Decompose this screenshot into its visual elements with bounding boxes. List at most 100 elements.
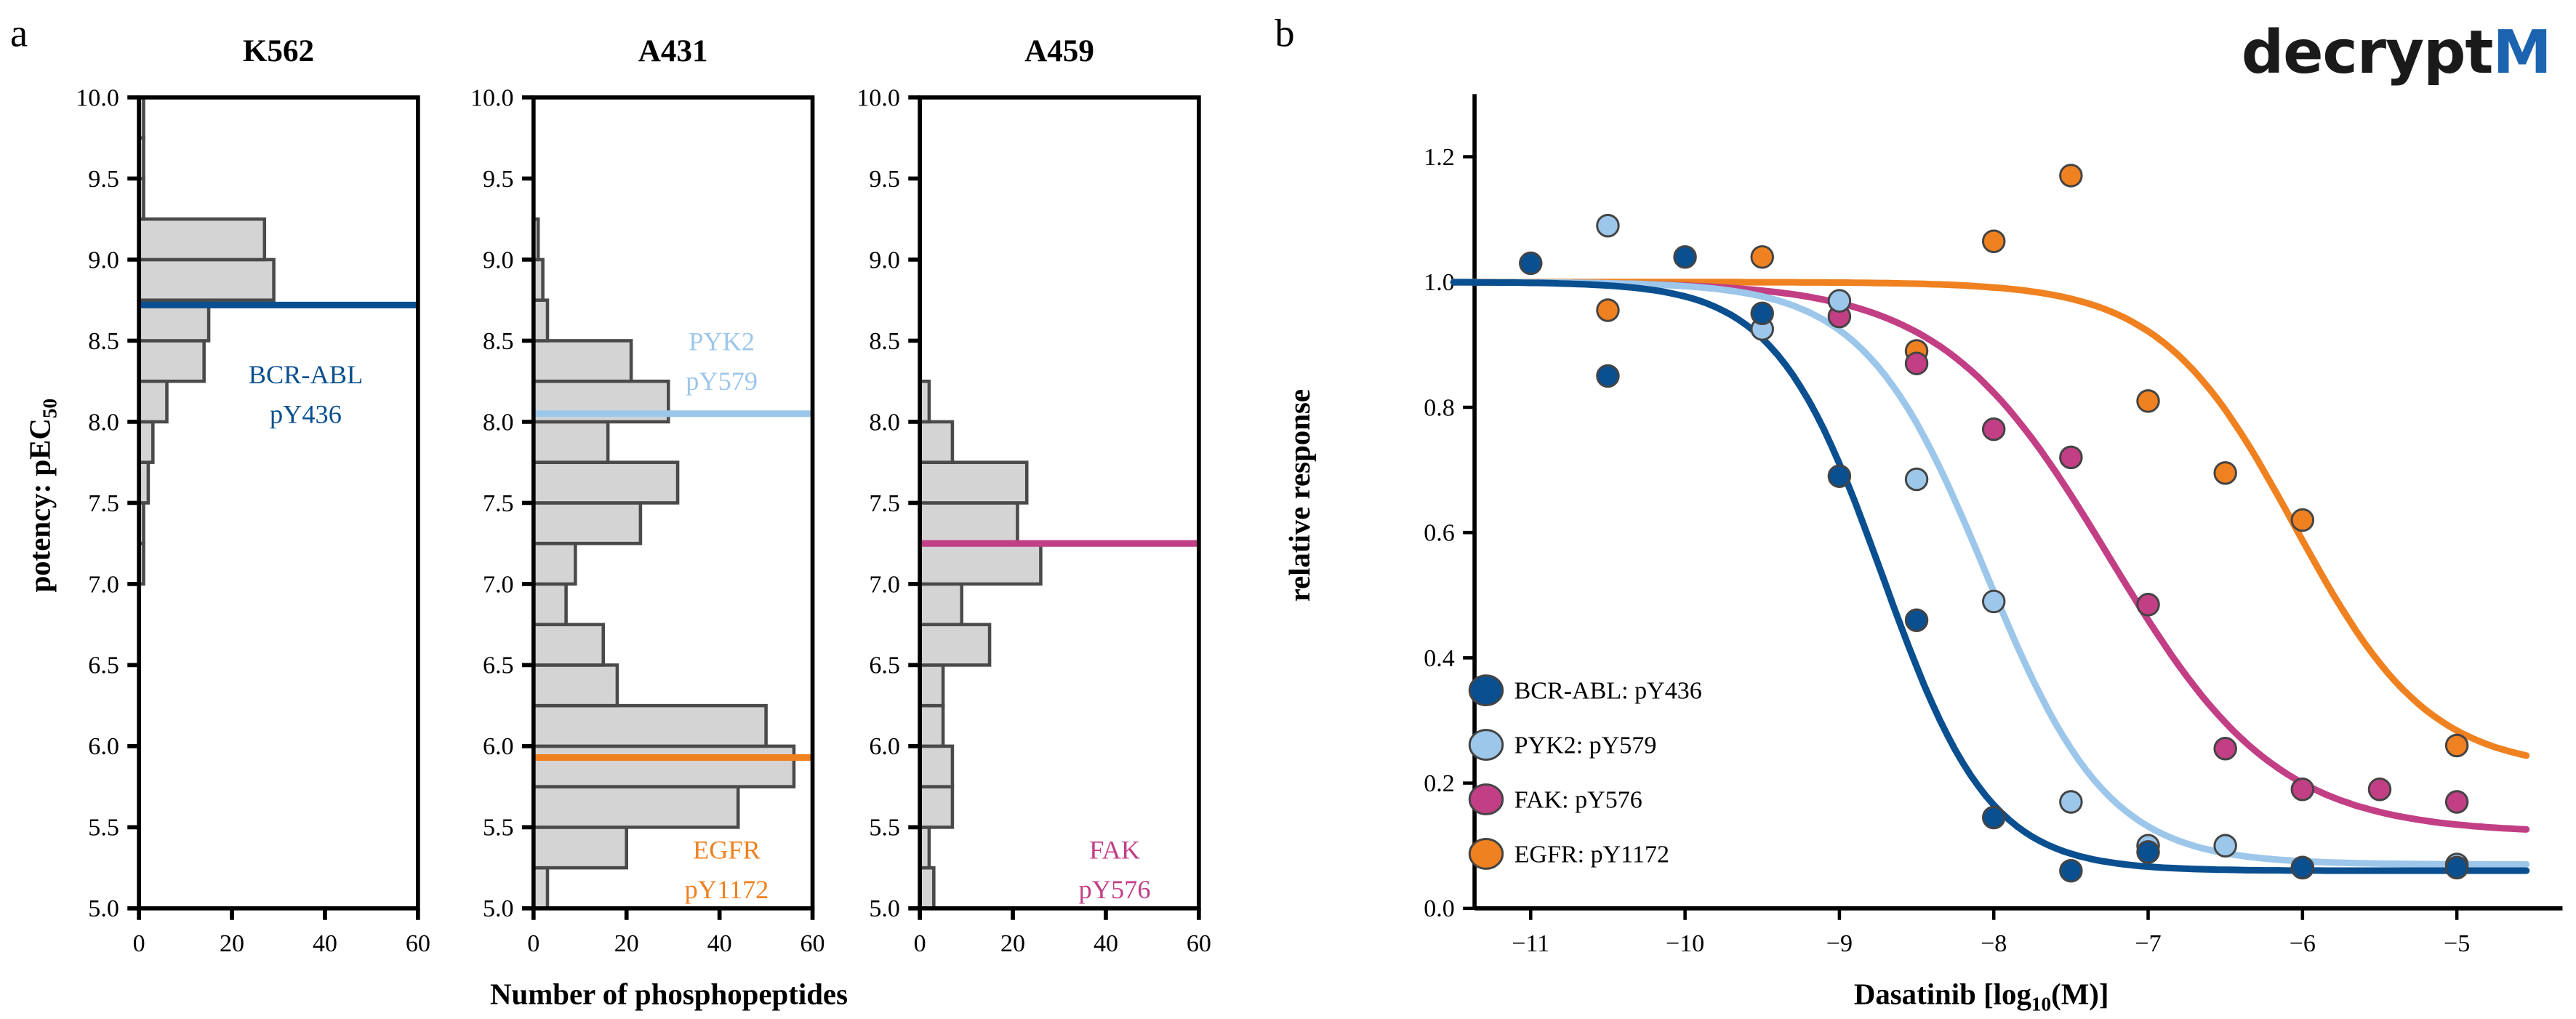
data-point (1750, 301, 1774, 326)
y-tick-label: 6.0 (88, 733, 119, 760)
data-point (1596, 298, 1620, 322)
x-tick-label: −7 (2135, 930, 2161, 957)
y-tick-label: 0.6 (1424, 520, 1455, 547)
histogram-bar (918, 663, 945, 708)
histogram-bar (531, 339, 633, 383)
y-tick-label: 8.5 (869, 328, 900, 355)
y-tick-label: 6.5 (869, 652, 900, 679)
y-tick-label: 7.0 (483, 571, 514, 598)
histogram-bar (137, 339, 206, 383)
y-tick-label: 9.5 (869, 166, 900, 193)
data-point (1904, 467, 1929, 492)
marker-label: PYK2 (689, 327, 755, 356)
y-tick-label: 5.5 (88, 815, 119, 842)
histogram-bar (918, 541, 1043, 586)
y-tick-label: 7.5 (483, 490, 514, 517)
histogram-bar (531, 460, 680, 505)
histogram-bar (137, 217, 267, 262)
legend-marker (1468, 674, 1504, 707)
x-tick-label: 0 (914, 930, 926, 957)
data-point (1750, 245, 1774, 269)
y-tick-label: 7.0 (869, 571, 900, 598)
legend-label: EGFR: pY1172 (1514, 841, 1669, 868)
histogram-bar (918, 501, 1019, 546)
data-point (2444, 790, 2469, 814)
histogram-bar (918, 420, 955, 464)
histogram-bar (918, 785, 955, 829)
panel-a-xlabel: Number of phosphopeptides (490, 978, 848, 1011)
panel-b-ylabel: relative response (1283, 389, 1316, 602)
data-point (2290, 508, 2315, 532)
y-tick-label: 9.0 (483, 247, 514, 273)
y-tick-label: 8.0 (88, 409, 119, 436)
histogram-k562: K562 BCR-ABL pY436 5.0 5.5 6.0 6.5 7.0 7.5 8.0 8.5… (76, 34, 430, 957)
data-point (1519, 251, 1543, 276)
y-tick-label: 5.0 (483, 895, 514, 922)
data-point (1904, 351, 1929, 375)
x-tick-label: −5 (2444, 930, 2470, 957)
data-point (1827, 289, 1852, 313)
x-tick-label: 20 (1000, 930, 1025, 957)
y-tick-label: 0.0 (1424, 895, 1455, 922)
histogram-bar (918, 582, 963, 626)
marker-label: FAK (1089, 836, 1140, 865)
histogram-bar (531, 582, 568, 626)
y-tick-label: 9.0 (869, 247, 900, 273)
legend-marker (1468, 783, 1504, 815)
x-tick-label: 20 (220, 930, 244, 957)
histogram-bar (531, 420, 610, 464)
histogram-panels: K562 BCR-ABL pY436 5.0 5.5 6.0 6.5 7.0 7.5 8.0 8.5… (76, 34, 1211, 957)
histogram-bar (918, 866, 936, 911)
legend-label: PYK2: pY579 (1514, 732, 1657, 759)
fit-curve-pyk2 (1450, 279, 2530, 868)
x-tick-label: −8 (1981, 930, 2007, 957)
histogram-bar (918, 703, 945, 748)
data-point (2059, 445, 2083, 470)
data-point (1904, 608, 1929, 632)
histogram-bar (137, 379, 169, 424)
legend-label: BCR-ABL: pY436 (1514, 677, 1702, 704)
histogram-a431: A431 PYK2 pY579 EGFR pY1172 5.0 5.5 6.0 6.5 7.0 7.… (470, 34, 825, 957)
data-point (1981, 417, 2006, 441)
data-point (2136, 840, 2160, 864)
y-tick-label: 5.5 (869, 815, 900, 842)
histogram-bar (531, 785, 740, 829)
panel-a-ylabel: potency: pEC50 (24, 399, 61, 593)
histogram-bar (531, 866, 550, 911)
histogram-title: A459 (1024, 34, 1094, 68)
panel-label-a: a (10, 11, 28, 55)
y-tick-label: 5.5 (483, 815, 514, 842)
dose-response-chart: 0.0 0.2 0.4 0.6 0.8 1.0 1.2 −11 −10 −9 −8 −7 −6 −5 BCR… (1424, 94, 2563, 957)
panel-label-b: b (1275, 11, 1294, 55)
legend-marker (1468, 838, 1504, 870)
data-point (2059, 164, 2083, 188)
data-point (1981, 805, 2006, 830)
histogram-bar (918, 744, 955, 788)
x-tick-label: −10 (1666, 930, 1704, 957)
marker-label: EGFR (693, 836, 761, 865)
data-point (1596, 214, 1620, 238)
histogram-a459: A459 FAK pY576 5.0 5.5 6.0 6.5 7.0 7.5 8.0 8.5 9.0 9… (856, 34, 1211, 957)
logo-accent: M (2492, 18, 2551, 87)
legend: BCR-ABL: pY436 PYK2: pY579 FAK: pY576 EGFR:… (1468, 674, 1702, 870)
data-point (2444, 855, 2469, 880)
data-point (2136, 592, 2160, 617)
marker-label: pY576 (1079, 875, 1151, 904)
y-tick-label: 6.5 (483, 652, 514, 679)
histogram-bar (531, 826, 628, 870)
y-tick-label: 6.0 (869, 733, 900, 760)
y-tick-label: 0.4 (1424, 645, 1455, 672)
x-tick-label: 20 (614, 930, 639, 957)
histogram-bar (531, 541, 577, 586)
x-tick-label: 60 (1187, 930, 1211, 957)
data-point (1981, 229, 2006, 254)
data-point (2059, 858, 2083, 883)
decryptm-logo: decryptM (2242, 18, 2551, 87)
data-point (2290, 855, 2315, 880)
x-tick-label: −6 (2290, 930, 2316, 957)
y-tick-label: 10.0 (76, 84, 119, 111)
histogram-title: A431 (638, 34, 708, 68)
y-tick-label: 0.8 (1424, 394, 1455, 421)
y-tick-label: 7.5 (88, 490, 119, 517)
